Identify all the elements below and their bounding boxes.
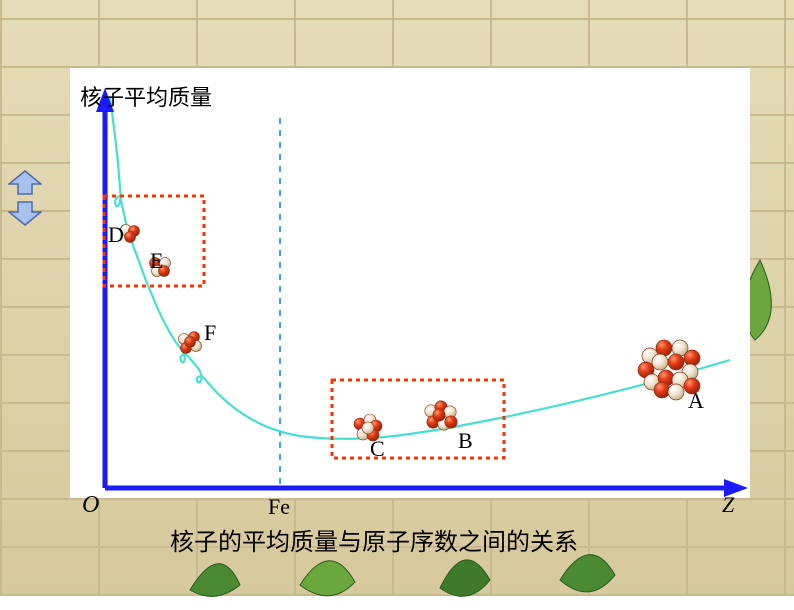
point-label-C: C	[370, 436, 385, 462]
fe-tick-label: Fe	[268, 494, 290, 520]
nucleus-B	[425, 401, 457, 430]
point-label-B: B	[458, 428, 473, 454]
point-label-D: D	[108, 222, 124, 248]
origin-label: O	[82, 492, 99, 519]
point-label-E: E	[150, 248, 163, 274]
mass-curve	[110, 98, 730, 439]
x-axis-label: Z	[722, 492, 734, 518]
chart-caption: 核子的平均质量与原子序数之间的关系	[170, 522, 578, 557]
nav-arrow-widget[interactable]	[8, 170, 42, 226]
y-axis-label: 核子平均质量	[80, 80, 212, 112]
point-label-A: A	[688, 388, 704, 414]
binding-energy-chart	[70, 68, 750, 498]
nucleus-F	[179, 332, 202, 354]
point-label-F: F	[204, 320, 216, 346]
